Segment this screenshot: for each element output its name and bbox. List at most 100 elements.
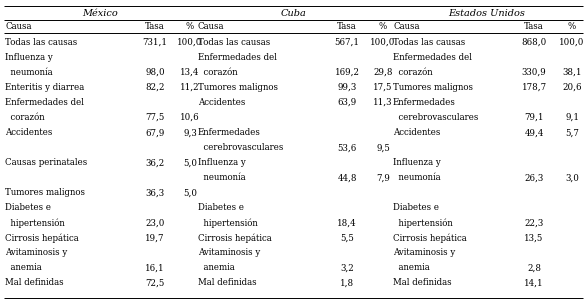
Text: 5,5: 5,5 bbox=[340, 233, 354, 243]
Text: 2,8: 2,8 bbox=[527, 263, 541, 272]
Text: 49,4: 49,4 bbox=[524, 128, 543, 137]
Text: Diabetes e: Diabetes e bbox=[198, 203, 244, 212]
Text: hipertensión: hipertensión bbox=[393, 218, 453, 228]
Text: 36,3: 36,3 bbox=[146, 188, 164, 197]
Text: 26,3: 26,3 bbox=[524, 173, 543, 182]
Text: neumonía: neumonía bbox=[393, 173, 441, 182]
Text: 100,0: 100,0 bbox=[370, 38, 395, 47]
Text: 9,3: 9,3 bbox=[183, 128, 197, 137]
Text: Avitaminosis y: Avitaminosis y bbox=[393, 249, 455, 257]
Text: Tasa: Tasa bbox=[524, 22, 544, 31]
Text: 99,3: 99,3 bbox=[338, 83, 357, 92]
Text: Tasa: Tasa bbox=[145, 22, 165, 31]
Text: 11,2: 11,2 bbox=[180, 83, 200, 92]
Text: 567,1: 567,1 bbox=[335, 38, 360, 47]
Text: 67,9: 67,9 bbox=[145, 128, 165, 137]
Text: Causa: Causa bbox=[393, 22, 419, 31]
Text: Enfermedades del: Enfermedades del bbox=[198, 53, 277, 62]
Text: 16,1: 16,1 bbox=[145, 263, 165, 272]
Text: %: % bbox=[186, 22, 194, 31]
Text: 13,5: 13,5 bbox=[524, 233, 543, 243]
Text: Causas perinatales: Causas perinatales bbox=[5, 158, 87, 167]
Text: cerebrovasculares: cerebrovasculares bbox=[393, 113, 479, 122]
Text: Causa: Causa bbox=[198, 22, 225, 31]
Text: Influenza y: Influenza y bbox=[198, 158, 246, 167]
Text: 98,0: 98,0 bbox=[145, 68, 165, 77]
Text: Tasa: Tasa bbox=[337, 22, 357, 31]
Text: corazón: corazón bbox=[5, 113, 44, 122]
Text: Mal definidas: Mal definidas bbox=[198, 278, 257, 288]
Text: Cuba: Cuba bbox=[281, 8, 307, 18]
Text: Cirrosis hepática: Cirrosis hepática bbox=[5, 233, 79, 243]
Text: 18,4: 18,4 bbox=[337, 218, 357, 227]
Text: Cirrosis hepática: Cirrosis hepática bbox=[198, 233, 272, 243]
Text: Todas las causas: Todas las causas bbox=[393, 38, 465, 47]
Text: Mal definidas: Mal definidas bbox=[393, 278, 452, 288]
Text: hipertensión: hipertensión bbox=[5, 218, 65, 228]
Text: Todas las causas: Todas las causas bbox=[198, 38, 270, 47]
Text: 72,5: 72,5 bbox=[145, 278, 165, 288]
Text: 19,7: 19,7 bbox=[145, 233, 165, 243]
Text: 82,2: 82,2 bbox=[145, 83, 165, 92]
Text: %: % bbox=[379, 22, 387, 31]
Text: Enteritis y diarrea: Enteritis y diarrea bbox=[5, 83, 84, 92]
Text: 7,9: 7,9 bbox=[376, 173, 390, 182]
Text: Accidentes: Accidentes bbox=[5, 128, 53, 137]
Text: Tumores malignos: Tumores malignos bbox=[198, 83, 278, 92]
Text: Estados Unidos: Estados Unidos bbox=[449, 8, 525, 18]
Text: Avitaminosis y: Avitaminosis y bbox=[198, 249, 260, 257]
Text: cerebrovasculares: cerebrovasculares bbox=[198, 143, 283, 152]
Text: Mal definidas: Mal definidas bbox=[5, 278, 64, 288]
Text: Influenza y: Influenza y bbox=[5, 53, 53, 62]
Text: Causa: Causa bbox=[5, 22, 32, 31]
Text: 38,1: 38,1 bbox=[562, 68, 581, 77]
Text: Tumores malignos: Tumores malignos bbox=[393, 83, 473, 92]
Text: 79,1: 79,1 bbox=[524, 113, 543, 122]
Text: Enfermedades: Enfermedades bbox=[198, 128, 261, 137]
Text: Enfermedades del: Enfermedades del bbox=[5, 98, 84, 107]
Text: Influenza y: Influenza y bbox=[393, 158, 441, 167]
Text: neumonía: neumonía bbox=[5, 68, 53, 77]
Text: Cirrosis hepática: Cirrosis hepática bbox=[393, 233, 467, 243]
Text: 9,5: 9,5 bbox=[376, 143, 390, 152]
Text: 11,3: 11,3 bbox=[373, 98, 393, 107]
Text: 10,6: 10,6 bbox=[180, 113, 200, 122]
Text: corazón: corazón bbox=[393, 68, 433, 77]
Text: anemia: anemia bbox=[5, 263, 42, 272]
Text: 17,5: 17,5 bbox=[373, 83, 393, 92]
Text: 53,6: 53,6 bbox=[338, 143, 357, 152]
Text: 178,7: 178,7 bbox=[521, 83, 546, 92]
Text: 330,9: 330,9 bbox=[522, 68, 546, 77]
Text: Enfermedades: Enfermedades bbox=[393, 98, 456, 107]
Text: Accidentes: Accidentes bbox=[198, 98, 245, 107]
Text: hipertensión: hipertensión bbox=[198, 218, 258, 228]
Text: 13,4: 13,4 bbox=[180, 68, 199, 77]
Text: Enfermedades del: Enfermedades del bbox=[393, 53, 472, 62]
Text: 23,0: 23,0 bbox=[145, 218, 165, 227]
Text: Todas las causas: Todas las causas bbox=[5, 38, 77, 47]
Text: 1,8: 1,8 bbox=[340, 278, 354, 288]
Text: 63,9: 63,9 bbox=[338, 98, 357, 107]
Text: 5,7: 5,7 bbox=[565, 128, 579, 137]
Text: 3,0: 3,0 bbox=[565, 173, 579, 182]
Text: 731,1: 731,1 bbox=[143, 38, 167, 47]
Text: 36,2: 36,2 bbox=[146, 158, 164, 167]
Text: 14,1: 14,1 bbox=[524, 278, 544, 288]
Text: 22,3: 22,3 bbox=[524, 218, 543, 227]
Text: 100,0: 100,0 bbox=[177, 38, 202, 47]
Text: 9,1: 9,1 bbox=[565, 113, 579, 122]
Text: Diabetes e: Diabetes e bbox=[5, 203, 51, 212]
Text: corazón: corazón bbox=[198, 68, 238, 77]
Text: anemia: anemia bbox=[393, 263, 430, 272]
Text: %: % bbox=[568, 22, 576, 31]
Text: México: México bbox=[82, 8, 118, 18]
Text: Diabetes e: Diabetes e bbox=[393, 203, 439, 212]
Text: anemia: anemia bbox=[198, 263, 235, 272]
Text: 5,0: 5,0 bbox=[183, 158, 197, 167]
Text: 169,2: 169,2 bbox=[335, 68, 360, 77]
Text: Tumores malignos: Tumores malignos bbox=[5, 188, 85, 197]
Text: 5,0: 5,0 bbox=[183, 188, 197, 197]
Text: 20,6: 20,6 bbox=[562, 83, 581, 92]
Text: 77,5: 77,5 bbox=[145, 113, 165, 122]
Text: neumonía: neumonía bbox=[198, 173, 246, 182]
